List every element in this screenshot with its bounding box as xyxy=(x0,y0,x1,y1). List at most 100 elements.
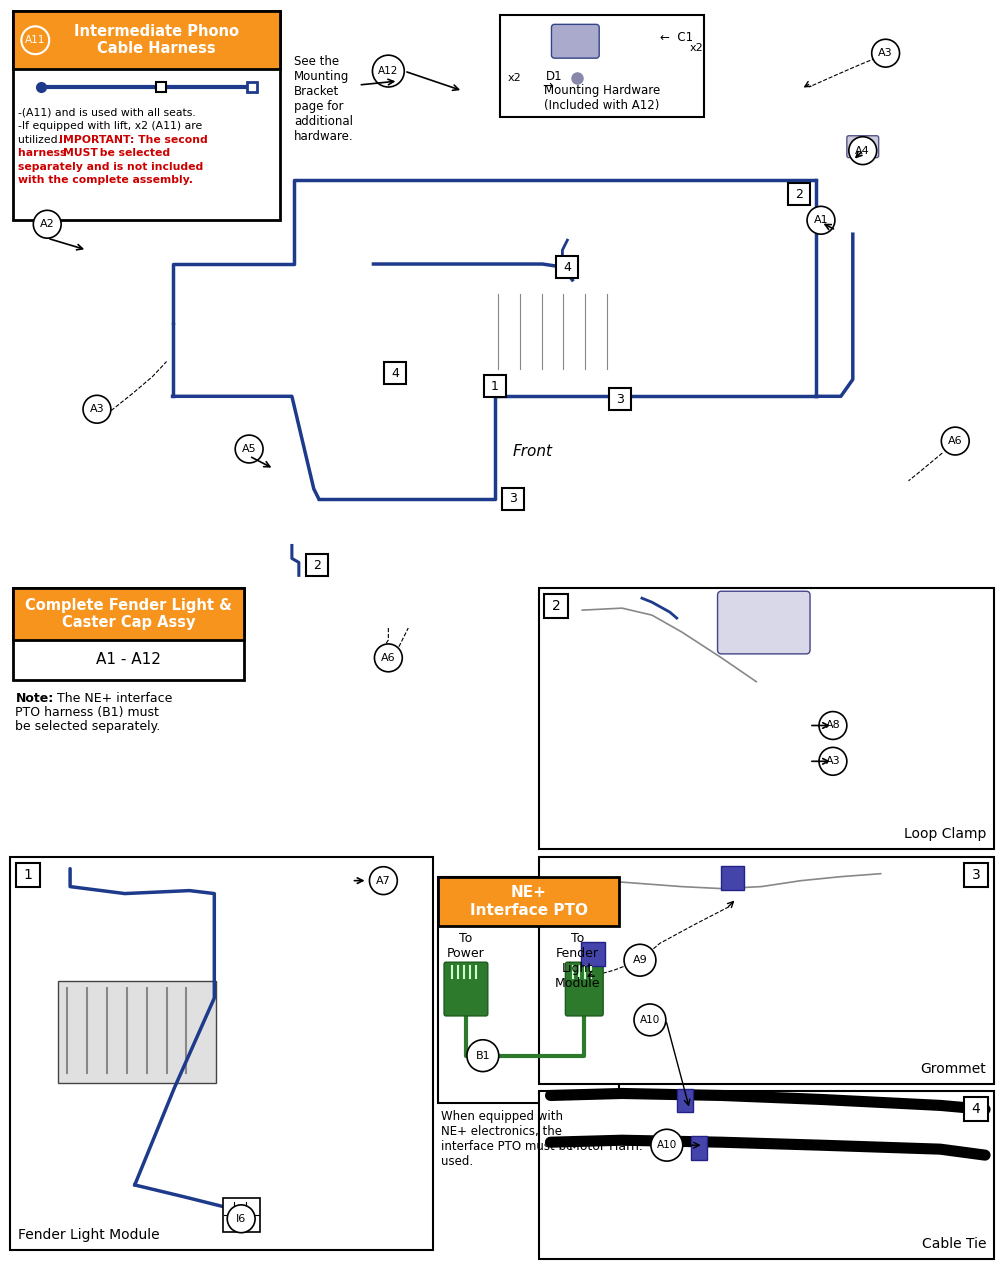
Circle shape xyxy=(872,39,900,67)
Text: A12: A12 xyxy=(378,66,399,76)
Circle shape xyxy=(819,712,847,740)
FancyBboxPatch shape xyxy=(964,1097,988,1121)
Text: Complete Fender Light &
Caster Cap Assy: Complete Fender Light & Caster Cap Assy xyxy=(25,598,232,630)
Circle shape xyxy=(211,541,366,696)
Text: be selected separately.: be selected separately. xyxy=(15,720,161,732)
Text: A9: A9 xyxy=(633,955,647,965)
Text: Grommet: Grommet xyxy=(920,1062,986,1076)
Circle shape xyxy=(807,207,835,234)
FancyBboxPatch shape xyxy=(223,1197,260,1232)
FancyBboxPatch shape xyxy=(541,1145,992,1163)
Circle shape xyxy=(801,266,976,441)
Text: Intermediate Phono
Cable Harness: Intermediate Phono Cable Harness xyxy=(74,24,239,57)
Text: IMPORTANT: The second: IMPORTANT: The second xyxy=(59,134,208,144)
Text: A11: A11 xyxy=(25,35,45,46)
Circle shape xyxy=(75,312,159,395)
Circle shape xyxy=(372,56,404,87)
Text: NE+
Interface PTO: NE+ Interface PTO xyxy=(470,886,588,917)
FancyBboxPatch shape xyxy=(541,1100,992,1117)
Text: be selected: be selected xyxy=(96,148,170,158)
FancyBboxPatch shape xyxy=(16,863,40,887)
Circle shape xyxy=(257,489,321,552)
Circle shape xyxy=(235,435,263,462)
Text: A6: A6 xyxy=(381,653,396,663)
Circle shape xyxy=(241,570,337,666)
Text: A1 - A12: A1 - A12 xyxy=(96,653,161,668)
FancyBboxPatch shape xyxy=(13,11,280,220)
Circle shape xyxy=(941,427,969,455)
Circle shape xyxy=(227,1205,255,1233)
Text: x2: x2 xyxy=(508,73,521,84)
Text: MUST: MUST xyxy=(63,148,98,158)
FancyBboxPatch shape xyxy=(135,92,871,590)
FancyBboxPatch shape xyxy=(581,943,605,967)
Text: Cable Tie: Cable Tie xyxy=(922,1237,986,1251)
FancyBboxPatch shape xyxy=(444,962,488,1016)
Circle shape xyxy=(369,867,397,895)
Text: I6: I6 xyxy=(236,1214,246,1224)
Text: A5: A5 xyxy=(242,443,256,454)
Polygon shape xyxy=(165,262,851,384)
Text: A10: A10 xyxy=(657,1140,677,1150)
Text: A7: A7 xyxy=(376,875,391,886)
Text: 1: 1 xyxy=(24,868,33,882)
Text: 3: 3 xyxy=(509,493,517,506)
Circle shape xyxy=(374,644,402,672)
Circle shape xyxy=(33,210,61,238)
Text: ←  C1: ← C1 xyxy=(660,32,693,44)
FancyBboxPatch shape xyxy=(847,136,879,157)
FancyBboxPatch shape xyxy=(5,4,1000,1263)
Text: Fender Light Module: Fender Light Module xyxy=(18,1228,160,1242)
Text: A3: A3 xyxy=(90,404,104,414)
Circle shape xyxy=(624,944,656,976)
Circle shape xyxy=(849,137,877,165)
Text: A1: A1 xyxy=(814,215,828,226)
FancyBboxPatch shape xyxy=(438,877,619,1104)
FancyBboxPatch shape xyxy=(718,592,810,654)
FancyBboxPatch shape xyxy=(788,184,810,205)
Text: utilized.: utilized. xyxy=(18,134,65,144)
Text: The NE+ interface: The NE+ interface xyxy=(53,692,173,704)
FancyBboxPatch shape xyxy=(13,588,244,640)
Text: D1: D1 xyxy=(545,70,562,84)
FancyBboxPatch shape xyxy=(484,375,506,398)
FancyBboxPatch shape xyxy=(721,865,744,889)
Circle shape xyxy=(83,395,111,423)
Text: harness: harness xyxy=(18,148,71,158)
Text: →: → xyxy=(543,80,553,92)
Text: To
Power: To Power xyxy=(447,933,485,960)
FancyBboxPatch shape xyxy=(544,594,568,618)
FancyBboxPatch shape xyxy=(306,555,328,576)
Circle shape xyxy=(467,1040,499,1072)
Circle shape xyxy=(634,1003,666,1036)
Text: 2: 2 xyxy=(313,559,321,571)
FancyBboxPatch shape xyxy=(609,389,631,411)
FancyBboxPatch shape xyxy=(539,588,994,849)
FancyBboxPatch shape xyxy=(539,1091,994,1258)
Text: 2: 2 xyxy=(795,188,803,201)
Text: A6: A6 xyxy=(948,436,963,446)
Text: x2: x2 xyxy=(690,43,703,53)
FancyBboxPatch shape xyxy=(964,863,988,887)
Text: A3: A3 xyxy=(878,48,893,58)
Circle shape xyxy=(47,284,186,423)
Text: A10: A10 xyxy=(640,1015,660,1025)
FancyBboxPatch shape xyxy=(10,856,433,1249)
FancyBboxPatch shape xyxy=(13,11,280,70)
Circle shape xyxy=(819,748,847,775)
FancyBboxPatch shape xyxy=(539,856,994,1083)
FancyBboxPatch shape xyxy=(58,981,216,1082)
Text: Front: Front xyxy=(513,443,553,459)
Text: 3: 3 xyxy=(616,393,624,405)
Text: PTO harness (B1) must: PTO harness (B1) must xyxy=(15,706,159,718)
Text: A8: A8 xyxy=(826,721,840,731)
FancyBboxPatch shape xyxy=(551,24,599,58)
Text: -(A11) and is used with all seats.: -(A11) and is used with all seats. xyxy=(18,108,196,118)
Text: 4: 4 xyxy=(563,261,571,274)
Circle shape xyxy=(834,299,943,408)
FancyBboxPatch shape xyxy=(556,256,578,277)
Text: 2: 2 xyxy=(552,599,561,613)
Text: 4: 4 xyxy=(972,1102,981,1116)
Circle shape xyxy=(651,1129,683,1161)
Text: 3: 3 xyxy=(972,868,981,882)
